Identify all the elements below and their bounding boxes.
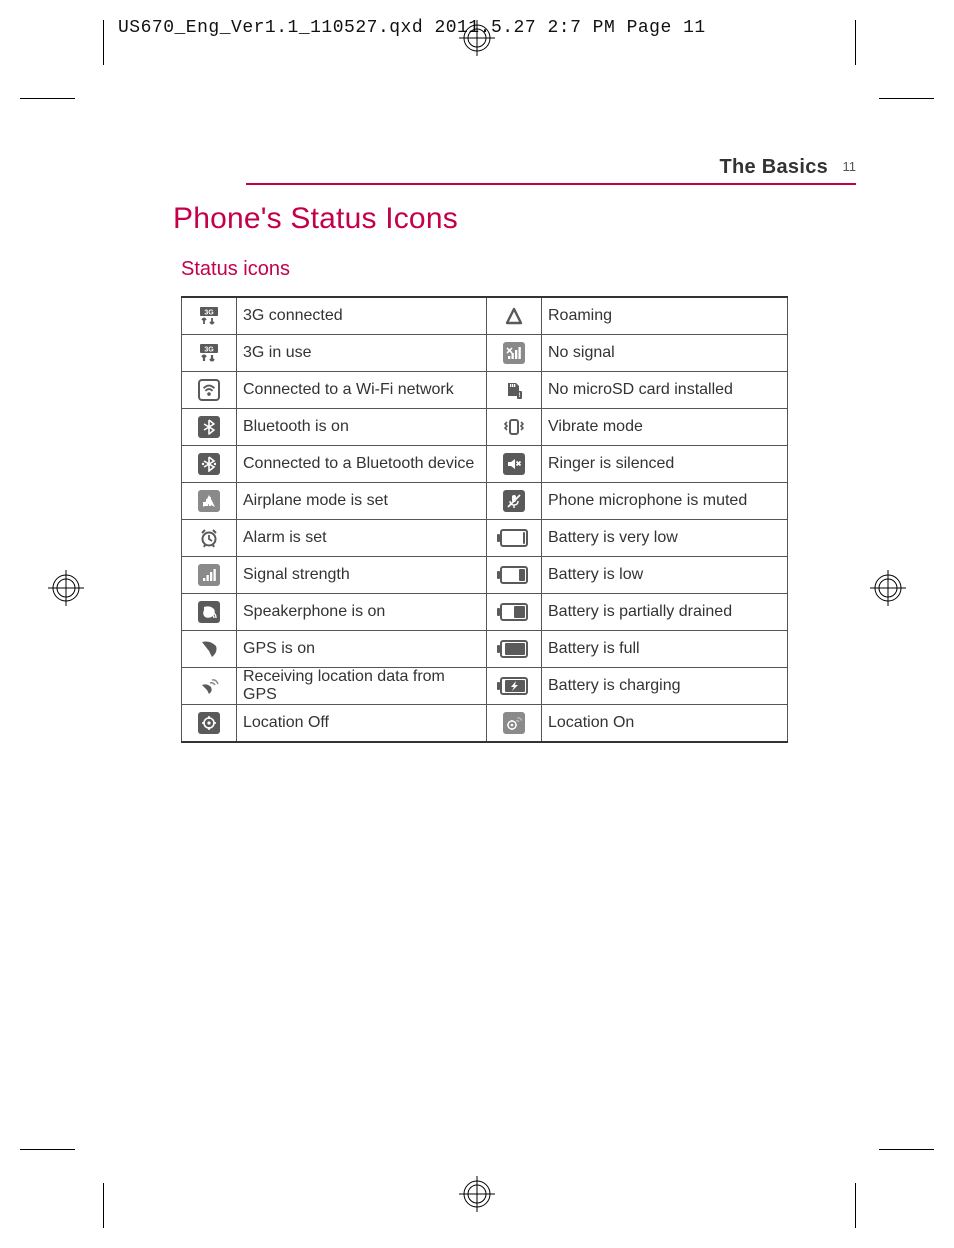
table-row: Speakerphone is on Battery is partially d… xyxy=(182,594,788,631)
location-on-icon xyxy=(487,705,542,743)
table-row: 3G 3G in use No signal xyxy=(182,335,788,372)
registration-mark-icon xyxy=(459,20,495,56)
alarm-icon xyxy=(182,520,237,557)
status-desc-right: No microSD card installed xyxy=(542,372,788,409)
registration-mark-icon xyxy=(459,1176,495,1212)
airplane-mode-icon xyxy=(182,483,237,520)
crop-mark xyxy=(855,20,856,65)
svg-text:!: ! xyxy=(519,393,521,399)
location-off-icon xyxy=(182,705,237,743)
battery-charging-icon xyxy=(487,668,542,705)
table-row: Location Off Location On xyxy=(182,705,788,743)
status-desc-right: Battery is partially drained xyxy=(542,594,788,631)
mic-muted-icon xyxy=(487,483,542,520)
table-row: Alarm is set Battery is very low xyxy=(182,520,788,557)
page-subtitle: Status icons xyxy=(181,258,290,281)
crop-mark xyxy=(103,1183,104,1228)
status-desc-left: Receiving location data from GPS xyxy=(237,668,487,705)
table-row: Connected to a Wi-Fi network! No microSD … xyxy=(182,372,788,409)
registration-mark-icon xyxy=(870,570,906,606)
table-row: Bluetooth is on Vibrate mode xyxy=(182,409,788,446)
status-desc-left: Connected to a Wi-Fi network xyxy=(237,372,487,409)
no-sdcard-icon: ! xyxy=(487,372,542,409)
crop-mark xyxy=(20,98,75,99)
status-desc-left: GPS is on xyxy=(237,631,487,668)
crop-mark xyxy=(855,1183,856,1228)
status-desc-left: 3G in use xyxy=(237,335,487,372)
gps-icon xyxy=(182,631,237,668)
status-desc-left: Location Off xyxy=(237,705,487,743)
battery-very-low-icon xyxy=(487,520,542,557)
status-desc-right: Phone microphone is muted xyxy=(542,483,788,520)
status-desc-left: Airplane mode is set xyxy=(237,483,487,520)
signal-strength-icon xyxy=(182,557,237,594)
vibrate-icon xyxy=(487,409,542,446)
table-row: 3G 3G connected Roaming xyxy=(182,297,788,335)
page-body: The Basics 11 Phone's Status Icons Statu… xyxy=(103,98,856,1150)
status-desc-left: Alarm is set xyxy=(237,520,487,557)
status-desc-right: No signal xyxy=(542,335,788,372)
page-number: 11 xyxy=(843,159,857,174)
status-desc-left: Signal strength xyxy=(237,557,487,594)
table-row: Receiving location data from GPS Battery … xyxy=(182,668,788,705)
crop-mark xyxy=(103,20,104,65)
status-icons-table: 3G 3G connected Roaming 3G 3G in use No signa… xyxy=(181,296,788,743)
crop-mark xyxy=(879,1149,934,1150)
status-desc-left: Speakerphone is on xyxy=(237,594,487,631)
status-desc-right: Ringer is silenced xyxy=(542,446,788,483)
table-row: GPS is on Battery is full xyxy=(182,631,788,668)
registration-mark-icon xyxy=(48,570,84,606)
status-desc-right: Battery is charging xyxy=(542,668,788,705)
no-signal-icon xyxy=(487,335,542,372)
table-row: Airplane mode is set Phone microphone is … xyxy=(182,483,788,520)
svg-text:3G: 3G xyxy=(204,310,214,317)
table-row: Connected to a Bluetooth device Ringer is… xyxy=(182,446,788,483)
crop-mark xyxy=(20,1149,75,1150)
status-desc-left: Bluetooth is on xyxy=(237,409,487,446)
status-desc-right: Battery is very low xyxy=(542,520,788,557)
print-header-slug: US670_Eng_Ver1.1_110527.qxd 2011.5.27 2:… xyxy=(118,18,706,38)
status-desc-left: Connected to a Bluetooth device xyxy=(237,446,487,483)
page-title: Phone's Status Icons xyxy=(173,202,458,236)
svg-text:3G: 3G xyxy=(204,347,214,354)
section-title: The Basics xyxy=(719,156,828,178)
status-desc-right: Roaming xyxy=(542,297,788,335)
battery-low-icon xyxy=(487,557,542,594)
table-row: Signal strength Battery is low xyxy=(182,557,788,594)
status-desc-right: Battery is full xyxy=(542,631,788,668)
status-desc-right: Battery is low xyxy=(542,557,788,594)
speakerphone-icon xyxy=(182,594,237,631)
status-desc-right: Vibrate mode xyxy=(542,409,788,446)
running-head: The Basics 11 xyxy=(246,156,856,185)
3g-in-use-icon: 3G xyxy=(182,335,237,372)
gps-receiving-icon xyxy=(182,668,237,705)
battery-partial-icon xyxy=(487,594,542,631)
crop-mark xyxy=(879,98,934,99)
ringer-silenced-icon xyxy=(487,446,542,483)
3g-connected-icon: 3G xyxy=(182,297,237,335)
bluetooth-icon xyxy=(182,409,237,446)
battery-full-icon xyxy=(487,631,542,668)
status-desc-left: 3G connected xyxy=(237,297,487,335)
status-desc-right: Location On xyxy=(542,705,788,743)
wifi-icon xyxy=(182,372,237,409)
roaming-icon xyxy=(487,297,542,335)
bluetooth-connected-icon xyxy=(182,446,237,483)
